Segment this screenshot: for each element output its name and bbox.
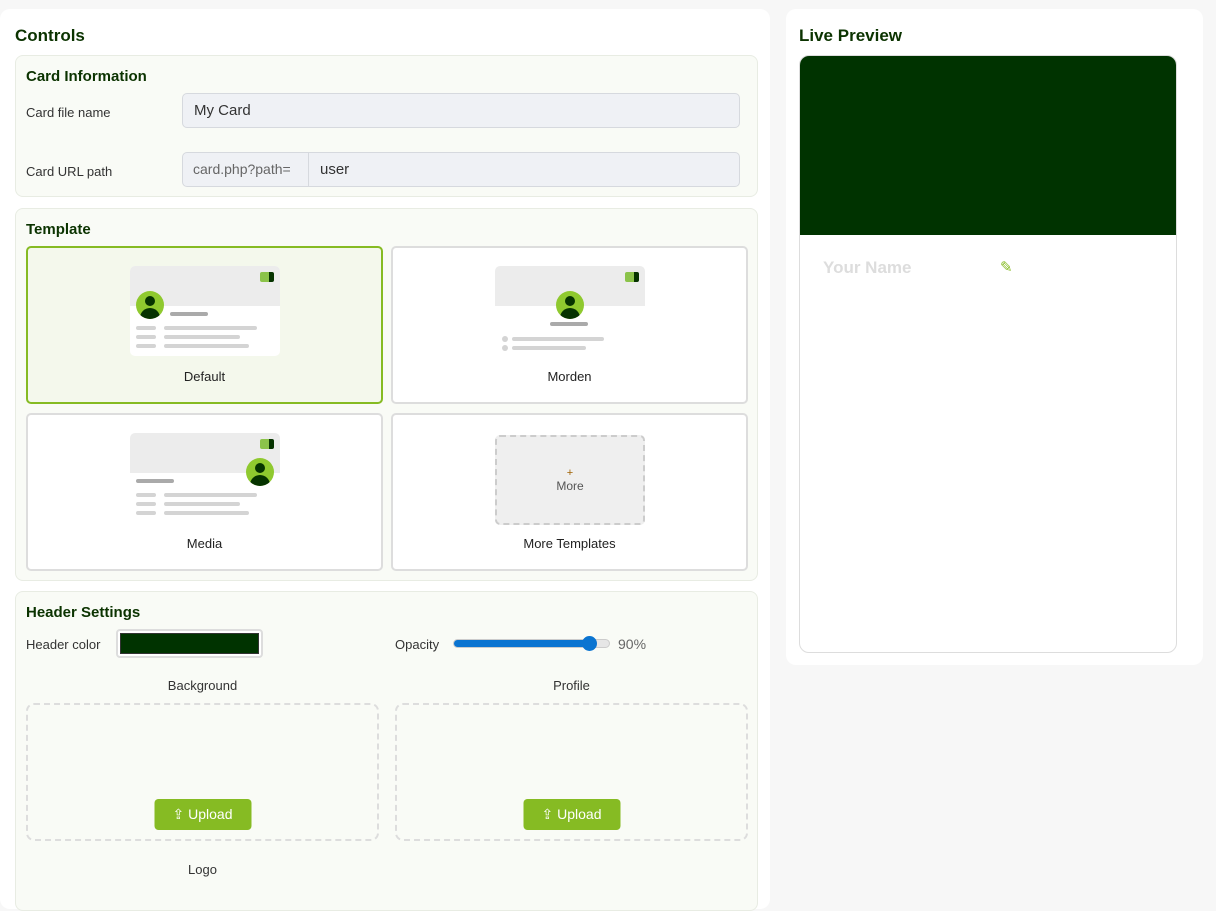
background-upload-button[interactable]: ⇪ Upload xyxy=(154,799,251,830)
template-default[interactable]: Default xyxy=(26,246,383,404)
upload-icon: ⇪ xyxy=(172,806,189,822)
url-path-value: user xyxy=(320,161,350,178)
section-title: Header Settings xyxy=(26,604,141,621)
section-title: Template xyxy=(26,221,91,238)
upload-icon: ⇪ xyxy=(541,806,558,822)
opacity-label: Opacity xyxy=(395,637,440,652)
opacity-slider[interactable] xyxy=(453,636,610,651)
card-information-section: Card Information Card file name My Card … xyxy=(15,55,758,197)
controls-title: Controls xyxy=(15,26,85,45)
slider-thumb[interactable] xyxy=(582,636,597,651)
controls-panel: Controls Card Information Card file name… xyxy=(0,9,770,911)
template-media[interactable]: Media xyxy=(26,413,383,571)
preview-panel: Live Preview Your Name ✎ xyxy=(786,9,1203,665)
preview-name: Your Name xyxy=(823,258,912,277)
logo-badge-icon xyxy=(625,272,639,282)
avatar-icon xyxy=(136,291,164,319)
more-placeholder: + More xyxy=(495,435,645,525)
plus-icon: + xyxy=(566,467,574,479)
preview-header xyxy=(800,56,1176,235)
template-more[interactable]: + More More Templates xyxy=(391,413,748,571)
background-label: Background xyxy=(167,678,238,693)
header-color-label: Header color xyxy=(26,637,101,652)
profile-upload-button[interactable]: ⇪ Upload xyxy=(523,799,620,830)
card-url-path-input[interactable]: card.php?path= user xyxy=(182,152,740,187)
card-file-name-label: Card file name xyxy=(26,105,111,120)
edit-icon[interactable]: ✎ xyxy=(1000,259,1013,276)
logo-label: Logo xyxy=(188,862,217,877)
section-title: Card Information xyxy=(26,68,147,85)
logo-badge-icon xyxy=(260,272,274,282)
background-dropzone[interactable]: ⇪ Upload xyxy=(26,703,379,841)
avatar-icon xyxy=(556,291,584,319)
card-file-name-input[interactable]: My Card xyxy=(182,93,740,128)
logo-badge-icon xyxy=(260,439,274,449)
header-color-picker[interactable] xyxy=(116,629,263,658)
header-settings-section: Header Settings Header color Opacity 90%… xyxy=(15,591,758,911)
template-label: Morden xyxy=(547,369,592,384)
template-section: Template Default Morden xyxy=(15,208,758,581)
template-morden[interactable]: Morden xyxy=(391,246,748,404)
opacity-value: 90% xyxy=(618,636,647,652)
template-label: Media xyxy=(186,536,223,551)
template-thumbnail xyxy=(130,433,280,523)
template-label: More Templates xyxy=(523,536,616,551)
card-url-path-label: Card URL path xyxy=(26,164,113,179)
template-label: Default xyxy=(183,369,226,384)
card-preview: Your Name ✎ xyxy=(799,55,1177,653)
template-thumbnail xyxy=(130,266,280,356)
url-prefix: card.php?path= xyxy=(183,153,309,186)
avatar-icon xyxy=(246,458,274,486)
profile-dropzone[interactable]: ⇪ Upload xyxy=(395,703,748,841)
template-thumbnail xyxy=(495,266,645,356)
profile-label: Profile xyxy=(553,678,590,693)
preview-title: Live Preview xyxy=(799,26,903,45)
more-text: More xyxy=(556,479,584,493)
